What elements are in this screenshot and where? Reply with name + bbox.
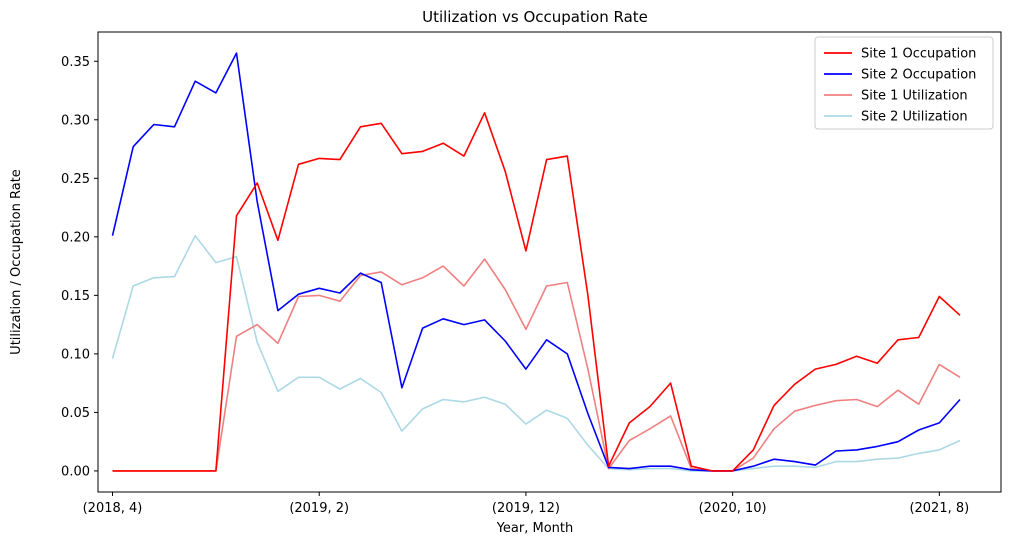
legend-box [814, 36, 994, 130]
y-axis: 0.00 0.05 0.10 0.15 0.20 0.25 0.30 0.35 [61, 55, 98, 479]
chart-title: Utilization vs Occupation Rate [422, 8, 648, 26]
x-tick-label: (2019, 2) [289, 501, 349, 516]
y-tick-label: 0.15 [61, 289, 90, 304]
plot-frame [97, 31, 1002, 493]
y-tick-label: 0.35 [61, 55, 90, 70]
y-tick-label: 0.10 [61, 347, 90, 362]
legend-entry: Site 1 Occupation [861, 47, 976, 62]
y-tick-label: 0.05 [61, 406, 90, 421]
y-axis-label: Utilization / Occupation Rate [9, 169, 24, 355]
series-group [111, 52, 961, 472]
legend-entry: Site 2 Utilization [861, 110, 968, 125]
y-tick-label: 0.25 [61, 172, 90, 187]
legend: Site 1 Occupation Site 2 Occupation Site 1… [814, 36, 994, 130]
y-tick-label: 0.20 [61, 230, 90, 245]
y-tick-label: 0.30 [61, 113, 90, 128]
series-line-3 [112, 258, 961, 472]
x-tick-label: (2019, 12) [492, 501, 560, 516]
x-tick-label: (2018, 4) [83, 501, 143, 516]
series-line-4 [111, 234, 961, 472]
x-axis-label: Year, Month [496, 521, 574, 536]
x-tick-label: (2021, 8) [909, 501, 969, 516]
legend-entry: Site 2 Occupation [861, 68, 976, 83]
series-line-2 [111, 52, 961, 472]
y-tick-label: 0.00 [61, 464, 90, 479]
x-axis: (2018, 4) (2019, 2) (2019, 12) (2020, 10) (2… [83, 492, 969, 516]
series-line-1 [112, 112, 961, 472]
legend-entry: Site 1 Utilization [861, 89, 968, 104]
x-tick-label: (2020, 10) [699, 501, 767, 516]
